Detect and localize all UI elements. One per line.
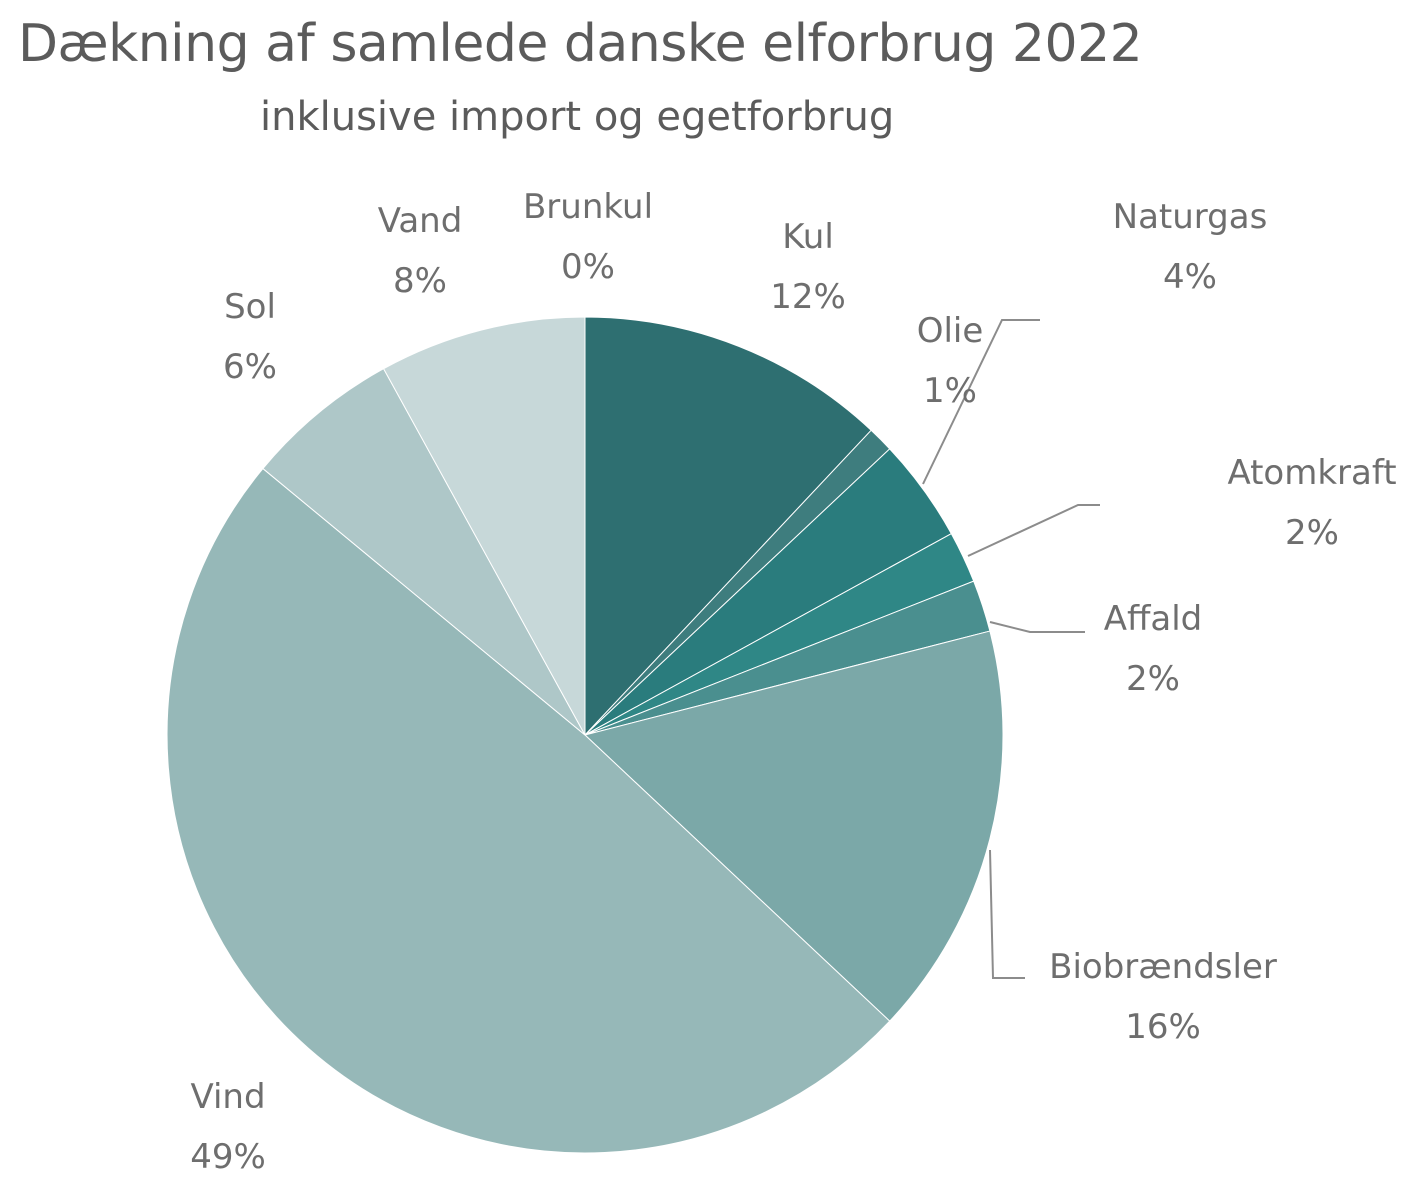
pie-slice-kul (584, 316, 872, 737)
slice-label-name-brunkul: Brunkul (523, 187, 653, 227)
slice-label-value-sol: 6% (223, 347, 277, 387)
slice-label-value-biobrændsler: 16% (1125, 1007, 1201, 1047)
pie-slice-sol (262, 368, 586, 736)
leader-lines (922, 319, 1100, 979)
slice-label-value-affald: 2% (1126, 659, 1180, 699)
slice-label-value-vind: 49% (190, 1137, 266, 1177)
pie-slice-vand (382, 316, 586, 736)
slice-label-name-atomkraft: Atomkraft (1227, 453, 1396, 493)
slice-label-value-naturgas: 4% (1163, 257, 1217, 297)
slice-label-value-kul: 12% (770, 277, 846, 317)
leader-line-affald (989, 621, 1085, 633)
slice-label-name-vand: Vand (378, 201, 463, 241)
slice-label-name-kul: Kul (782, 217, 834, 257)
leader-line-olie (922, 319, 1040, 485)
pie-slices (166, 316, 1004, 1154)
slice-label-name-olie: Olie (917, 311, 984, 351)
slice-label-value-atomkraft: 2% (1285, 513, 1339, 553)
pie-slice-vind (166, 467, 891, 1154)
chart-title: Dækning af samlede danske elforbrug 2022 (18, 14, 1143, 74)
slice-label-value-brunkul: 0% (561, 247, 615, 287)
leader-line-biobrændsler (989, 849, 1025, 979)
slice-label-value-olie: 1% (923, 371, 977, 411)
slice-label-name-vind: Vind (190, 1077, 265, 1117)
slice-label-name-sol: Sol (224, 287, 276, 327)
slice-label-name-biobrændsler: Biobrændsler (1049, 947, 1277, 987)
slice-label-value-vand: 8% (393, 261, 447, 301)
leader-line-naturgas (967, 504, 1100, 557)
chart-subtitle: inklusive import og egetforbrug (260, 94, 895, 140)
pie-slice-biobrændsler (583, 630, 1004, 1022)
slice-labels: Brunkul 0% Kul 12% Olie 1% Naturgas 4% Atomkraft… (190, 187, 1396, 1177)
slice-label-name-naturgas: Naturgas (1113, 197, 1268, 237)
slice-label-name-affald: Affald (1104, 599, 1203, 639)
